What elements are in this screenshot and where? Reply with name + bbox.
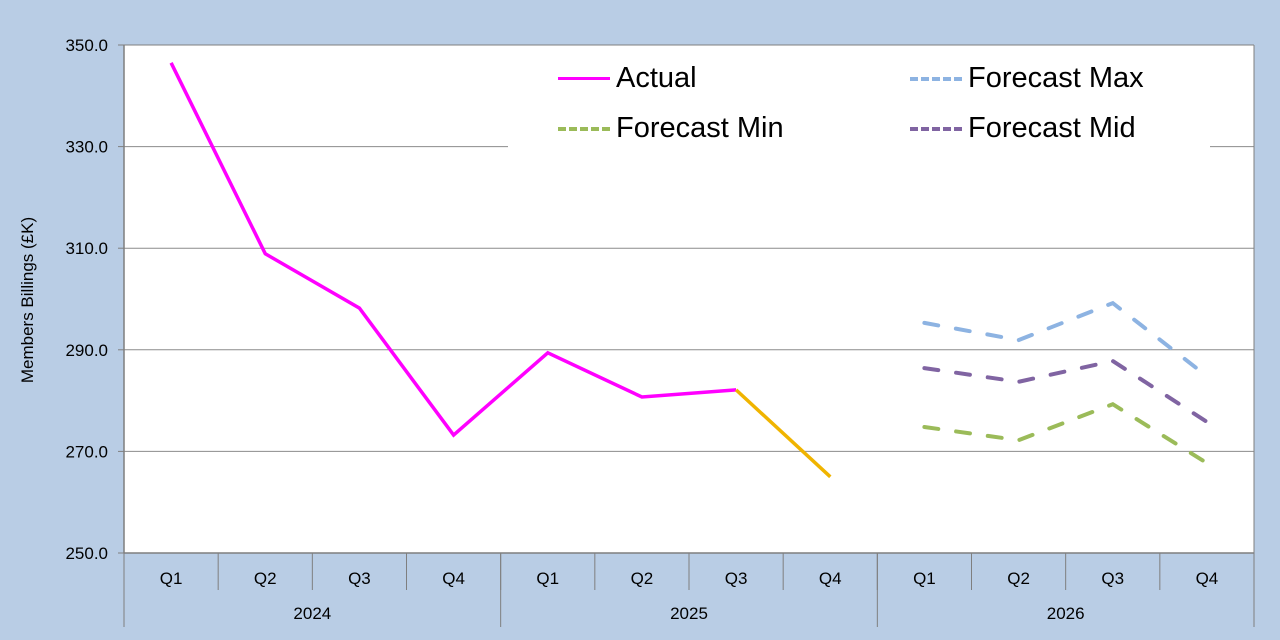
x-group-label: 2024 (293, 604, 331, 623)
x-tick-label: Q1 (536, 569, 559, 588)
y-tick-label: 330.0 (65, 138, 108, 157)
y-tick-label: 310.0 (65, 239, 108, 258)
legend-label: Actual (616, 62, 697, 94)
x-axis: Q1 Q2 Q3 Q4 Q1 Q2 Q3 Q4 Q1 Q2 Q3 Q4 2024 2025 2026 (123, 552, 1255, 627)
series-line (169, 62, 737, 438)
series-line (922, 401, 1209, 466)
legend-item-actual: Actual (558, 62, 697, 95)
x-tick-label: Q1 (160, 569, 183, 588)
x-tick-label: Q3 (1101, 569, 1124, 588)
y-tick-label: 350.0 (65, 36, 108, 55)
dashed-line-icon (910, 126, 962, 131)
x-tick-label: Q4 (1196, 569, 1219, 588)
x-tick-label: Q1 (913, 569, 936, 588)
legend-label: Forecast Max (968, 62, 1144, 94)
y-axis-label: Members Billings (£K) (18, 216, 37, 384)
dashed-line-icon (558, 126, 610, 131)
series-line (922, 358, 1209, 424)
x-tick-label: Q3 (725, 569, 748, 588)
x-tick-label: Q2 (1007, 569, 1030, 588)
legend: Actual Forecast Max Forecast Min Forecas… (508, 56, 1210, 156)
series-lines (169, 62, 1209, 479)
legend-item-forecast-max: Forecast Max (910, 62, 1144, 95)
legend-item-forecast-min: Forecast Min (558, 112, 784, 145)
y-tick-label: 290.0 (65, 341, 108, 360)
x-group-label: 2025 (670, 604, 708, 623)
x-tick-label: Q4 (819, 569, 842, 588)
x-tick-label: Q2 (254, 569, 277, 588)
solid-line-icon (558, 77, 610, 80)
y-tick-label: 270.0 (65, 442, 108, 461)
legend-label: Forecast Min (616, 112, 784, 144)
x-group-label: 2026 (1047, 604, 1085, 623)
y-tick-label: 250.0 (65, 544, 108, 563)
series-line (734, 388, 832, 479)
x-tick-label: Q2 (631, 569, 654, 588)
x-tick-label: Q3 (348, 569, 371, 588)
legend-item-forecast-mid: Forecast Mid (910, 112, 1136, 145)
dashed-line-icon (910, 76, 962, 81)
series-line (922, 300, 1209, 379)
x-tick-label: Q4 (442, 569, 465, 588)
legend-label: Forecast Mid (968, 112, 1136, 144)
y-axis-ticks: 350.0 330.0 310.0 290.0 270.0 250.0 (65, 36, 124, 563)
